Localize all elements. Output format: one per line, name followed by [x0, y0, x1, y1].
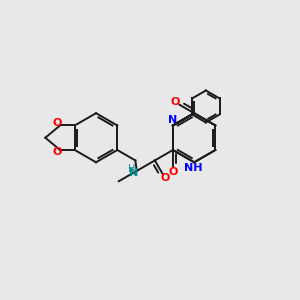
Text: NH: NH	[184, 164, 202, 173]
Text: N: N	[168, 115, 178, 125]
Text: O: O	[53, 148, 62, 158]
Text: O: O	[160, 173, 170, 184]
Text: O: O	[53, 118, 62, 128]
Text: O: O	[168, 167, 178, 177]
Text: O: O	[171, 98, 180, 107]
Text: N: N	[129, 168, 138, 178]
Text: H: H	[128, 164, 136, 174]
